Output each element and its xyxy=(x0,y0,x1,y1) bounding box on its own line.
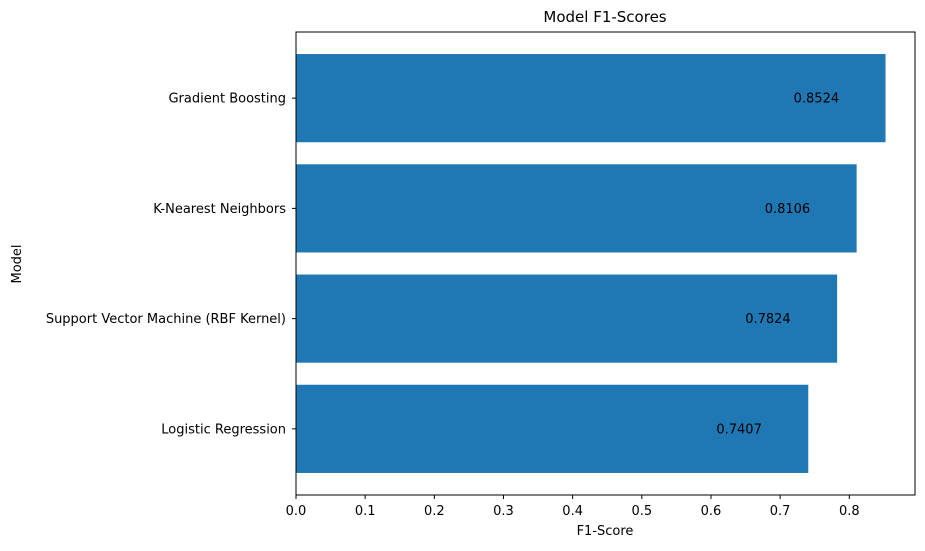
x-tick-label: 0.5 xyxy=(631,504,652,519)
chart-title: Model F1-Scores xyxy=(543,8,666,26)
bar-value-label: 0.8106 xyxy=(765,202,811,217)
x-tick-label: 0.7 xyxy=(770,504,791,519)
x-tick-label: 0.0 xyxy=(286,504,307,519)
bar xyxy=(296,274,838,363)
bar xyxy=(296,54,886,143)
bar xyxy=(296,384,809,473)
x-tick-label: 0.3 xyxy=(493,504,514,519)
bar-value-label: 0.7824 xyxy=(745,312,791,327)
y-tick-label: K-Nearest Neighbors xyxy=(153,202,286,217)
y-tick-label: Support Vector Machine (RBF Kernel) xyxy=(46,312,286,327)
x-tick-label: 0.8 xyxy=(839,504,860,519)
bars-layer: 0.7407 0.7824 0.8106 0.8524 xyxy=(296,54,886,473)
x-tick-label: 0.2 xyxy=(424,504,445,519)
plot-frame xyxy=(295,31,916,496)
y-axis-label: Model xyxy=(10,244,25,283)
x-tick-label: 0.1 xyxy=(355,504,376,519)
bar-value-label: 0.8524 xyxy=(794,92,840,107)
ticks-layer: Logistic Regression Support Vector Machin… xyxy=(46,92,860,519)
y-tick-label: Logistic Regression xyxy=(161,422,286,437)
y-tick-label: Gradient Boosting xyxy=(168,92,286,107)
x-tick-label: 0.4 xyxy=(562,504,583,519)
x-axis-label: F1-Score xyxy=(577,524,634,539)
bar xyxy=(296,164,857,253)
x-tick-label: 0.6 xyxy=(701,504,722,519)
bar-value-label: 0.7407 xyxy=(716,422,762,437)
